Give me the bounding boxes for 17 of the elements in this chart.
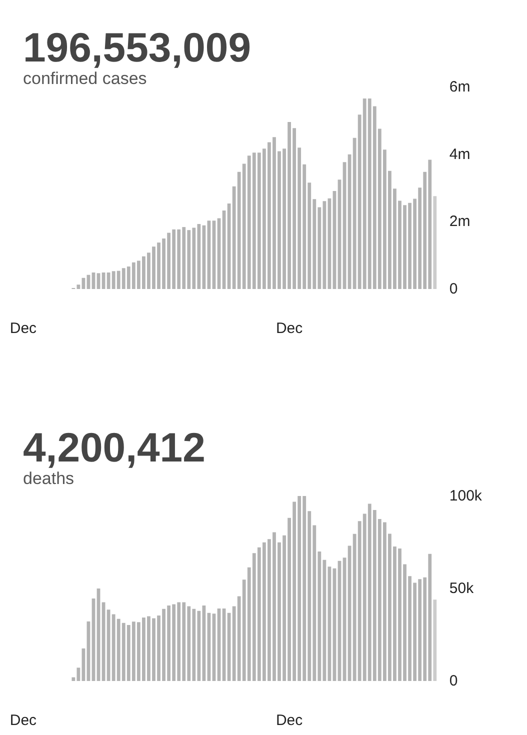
x-tick-label: Dec <box>276 712 304 729</box>
y-tick-label: 100k <box>449 488 482 504</box>
x-tick-label: Dec <box>10 712 38 729</box>
y-tick-label: 2m <box>449 213 470 230</box>
y-tick-label: 0 <box>449 672 458 690</box>
y-tick-label: 50k <box>449 580 474 597</box>
chart-subtitle: confirmed cases <box>23 69 147 88</box>
y-tick-label: 4m <box>449 146 470 163</box>
bar <box>433 196 437 289</box>
x-tick-label: Dec <box>276 320 304 337</box>
chart-title: 196,553,009 <box>23 24 252 70</box>
chart-subtitle: deaths <box>23 469 74 488</box>
x-tick-label: Dec <box>10 320 38 337</box>
chart-title: 4,200,412 <box>23 424 206 470</box>
y-tick-label: 0 <box>449 280 458 298</box>
bar <box>433 600 437 681</box>
y-tick-label: 6m <box>449 78 470 96</box>
